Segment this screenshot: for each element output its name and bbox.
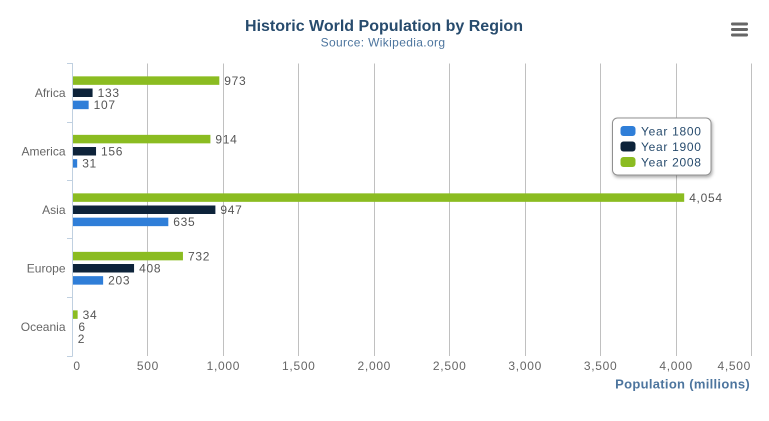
svg-text:500: 500: [137, 359, 159, 373]
svg-text:914: 914: [215, 132, 237, 146]
svg-text:1,500: 1,500: [282, 359, 316, 373]
svg-text:31: 31: [82, 157, 97, 171]
svg-text:Asia: Asia: [42, 203, 66, 217]
svg-text:Historic World Population by R: Historic World Population by Region: [245, 18, 523, 35]
svg-text:Year 1900: Year 1900: [641, 140, 702, 154]
svg-text:Population (millions): Population (millions): [615, 377, 750, 392]
svg-text:Year 2008: Year 2008: [641, 155, 702, 169]
svg-text:Oceania: Oceania: [21, 320, 66, 334]
svg-text:4,500: 4,500: [717, 359, 751, 373]
svg-text:America: America: [21, 145, 65, 159]
svg-text:6: 6: [78, 320, 85, 334]
svg-text:203: 203: [108, 274, 130, 288]
svg-text:408: 408: [139, 261, 161, 275]
svg-text:107: 107: [94, 98, 116, 112]
svg-text:0: 0: [73, 359, 80, 373]
svg-text:4,000: 4,000: [659, 359, 693, 373]
svg-text:2: 2: [78, 332, 85, 346]
svg-text:2,500: 2,500: [433, 359, 467, 373]
svg-text:1,000: 1,000: [207, 359, 241, 373]
svg-text:732: 732: [188, 249, 210, 263]
svg-text:3,000: 3,000: [508, 359, 542, 373]
svg-text:Year 1800: Year 1800: [641, 124, 702, 138]
svg-text:635: 635: [173, 215, 195, 229]
svg-text:3,500: 3,500: [584, 359, 618, 373]
svg-text:Africa: Africa: [35, 86, 66, 100]
svg-text:Source: Wikipedia.org: Source: Wikipedia.org: [321, 36, 446, 50]
svg-text:2,000: 2,000: [358, 359, 392, 373]
svg-text:156: 156: [101, 144, 123, 158]
svg-text:133: 133: [98, 86, 120, 100]
svg-text:973: 973: [224, 74, 246, 88]
svg-text:4,054: 4,054: [689, 191, 723, 205]
svg-text:947: 947: [220, 203, 242, 217]
svg-text:34: 34: [83, 308, 98, 322]
svg-text:Europe: Europe: [27, 262, 66, 276]
